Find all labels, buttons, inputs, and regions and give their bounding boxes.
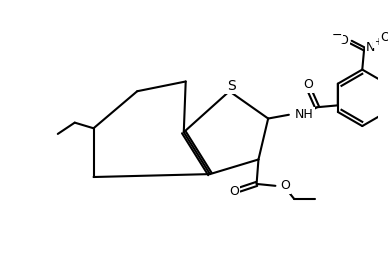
Text: N: N xyxy=(366,41,376,53)
Text: O: O xyxy=(280,179,290,192)
Text: +: + xyxy=(374,37,383,47)
Text: S: S xyxy=(227,79,236,93)
Text: −: − xyxy=(331,29,342,42)
Text: O: O xyxy=(338,34,348,47)
Text: O: O xyxy=(229,185,239,198)
Text: NH: NH xyxy=(294,108,313,121)
Text: O: O xyxy=(380,31,388,44)
Text: O: O xyxy=(303,78,313,91)
